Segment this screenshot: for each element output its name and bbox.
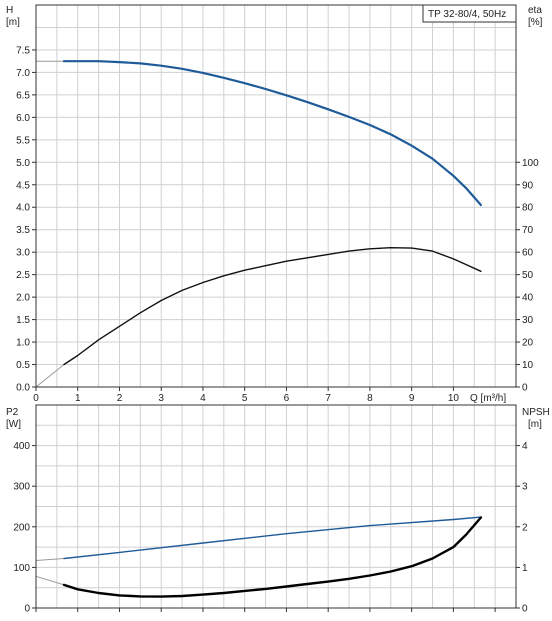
npsh-tick-label: 4 — [522, 441, 528, 452]
head-curve — [62, 60, 482, 207]
top-grid — [36, 5, 516, 387]
x-tick-label: 8 — [367, 393, 373, 404]
power-curve-extension — [35, 575, 65, 586]
efficiency-axis-unit: [%] — [528, 17, 543, 28]
efficiency-tick-label: 80 — [522, 203, 534, 214]
bottom-plot-frame — [35, 404, 517, 609]
head-tick-label: 0.0 — [16, 383, 30, 394]
power-curve — [62, 516, 483, 598]
x-axis-label: Q [m³/h] — [470, 393, 506, 404]
bottom-tick-labels: 0 100 200 300 400 0 1 2 3 4 — [13, 441, 528, 614]
head-tick-label: 4.0 — [16, 203, 30, 214]
head-efficiency-chart: 0.0 0.5 1.0 1.5 2.0 2.5 3.0 3.5 4.0 4.5 5.0 5.5 6.0 6… — [6, 4, 543, 404]
power-axis-unit: [W] — [6, 419, 21, 430]
npsh-tick-label: 1 — [522, 563, 528, 574]
head-tick-label: 5.0 — [16, 158, 30, 169]
x-tick-label: 6 — [284, 393, 290, 404]
npsh-tick-label: 0 — [522, 604, 528, 615]
efficiency-tick-label: 10 — [522, 360, 534, 371]
top-plot-frame — [35, 4, 517, 388]
power-tick-label: 300 — [13, 482, 30, 493]
power-tick-label: 400 — [13, 441, 30, 452]
top-tick-labels: 0.0 0.5 1.0 1.5 2.0 2.5 3.0 3.5 4.0 4.5 5.0 5.5 6.0 6… — [16, 45, 539, 404]
efficiency-tick-label: 70 — [522, 225, 534, 236]
efficiency-tick-label: 0 — [522, 383, 528, 394]
head-tick-label: 1.5 — [16, 315, 30, 326]
x-tick-label: 4 — [200, 393, 206, 404]
x-tick-label: 1 — [75, 393, 81, 404]
head-axis-unit: [m] — [6, 17, 20, 28]
title-box — [422, 4, 517, 23]
bottom-grid — [36, 405, 516, 608]
efficiency-tick-label: 100 — [522, 158, 539, 169]
npsh-curve-extension — [35, 558, 65, 561]
chart-title: TP 32-80/4, 50Hz — [428, 9, 506, 20]
efficiency-curve — [63, 247, 482, 366]
head-tick-label: 3.0 — [16, 248, 30, 259]
efficiency-tick-label: 30 — [522, 315, 534, 326]
head-tick-label: 6.5 — [16, 90, 30, 101]
efficiency-tick-label: 60 — [522, 248, 534, 259]
head-tick-label: 2.0 — [16, 293, 30, 304]
efficiency-tick-label: 20 — [522, 338, 534, 349]
npsh-tick-label: 2 — [522, 522, 528, 533]
head-tick-label: 0.5 — [16, 360, 30, 371]
head-tick-label: 4.5 — [16, 180, 30, 191]
head-axis-label: H — [6, 5, 13, 16]
head-tick-label: 7.5 — [16, 45, 30, 56]
head-tick-label: 1.0 — [16, 338, 30, 349]
efficiency-tick-label: 50 — [522, 270, 534, 281]
head-tick-label: 2.5 — [16, 270, 30, 281]
head-tick-label: 5.5 — [16, 135, 30, 146]
efficiency-tick-label: 40 — [522, 293, 534, 304]
x-tick-label: 5 — [242, 393, 248, 404]
top-series — [35, 60, 482, 388]
npsh-tick-label: 3 — [522, 482, 528, 493]
head-tick-label: 7.0 — [16, 68, 30, 79]
power-axis-label: P2 — [6, 407, 19, 418]
npsh-axis-unit: [m] — [528, 419, 542, 430]
power-npsh-chart: 0 100 200 300 400 0 1 2 3 4 P2 [W] NPSH [m] — [6, 404, 550, 615]
x-tick-label: 0 — [33, 393, 39, 404]
bottom-series — [35, 516, 483, 598]
x-tick-label: 7 — [325, 393, 331, 404]
npsh-axis-label: NPSH — [522, 407, 550, 418]
x-tick-label: 9 — [409, 393, 415, 404]
npsh-curve — [63, 516, 482, 560]
power-tick-label: 100 — [13, 563, 30, 574]
power-tick-label: 200 — [13, 522, 30, 533]
power-tick-label: 0 — [24, 604, 30, 615]
x-tick-label: 10 — [448, 393, 460, 404]
efficiency-tick-label: 90 — [522, 180, 534, 191]
x-tick-label: 3 — [158, 393, 164, 404]
efficiency-curve-extension — [35, 364, 65, 388]
x-tick-label: 2 — [117, 393, 123, 404]
head-tick-label: 6.0 — [16, 113, 30, 124]
efficiency-axis-label: eta — [528, 5, 542, 16]
head-tick-label: 3.5 — [16, 225, 30, 236]
